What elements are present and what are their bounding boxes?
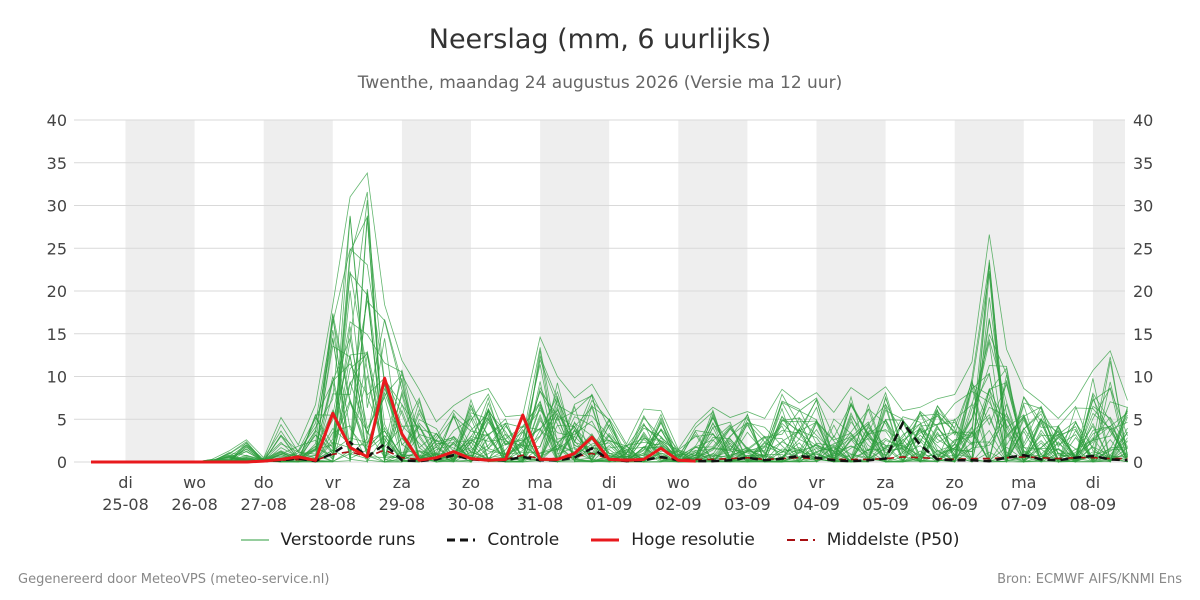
legend-item-members: Verstoorde runs [240, 530, 416, 550]
x-tick-day: ma [527, 473, 552, 492]
x-axis: di 25-08 wo 26-08 do 27-08 vr 28-08 za 29-08 zo 30-… [102, 473, 1116, 514]
x-tick-day: vr [808, 473, 824, 492]
footer-generated-by: Gegenereerd door MeteoVPS (meteo-service… [18, 572, 330, 587]
y-tick-label: 30 [47, 197, 67, 216]
x-tick-day: wo [183, 473, 206, 492]
x-tick-day: do [737, 473, 757, 492]
x-tick-date: 31-08 [517, 495, 564, 514]
x-tick-date: 29-08 [379, 495, 426, 514]
footer-source: Bron: ECMWF AIFS/KNMI Ens [997, 572, 1182, 587]
ensemble-member-line [91, 338, 1128, 463]
x-tick-date: 28-08 [310, 495, 357, 514]
x-tick-date: 06-09 [931, 495, 978, 514]
x-tick-day: di [602, 473, 617, 492]
y-tick-label: 0 [57, 453, 67, 472]
x-tick-date: 05-09 [862, 495, 909, 514]
legend-item-p50: Middelste (P50) [786, 530, 960, 550]
x-tick-day: ma [1011, 473, 1036, 492]
x-tick-date: 30-08 [448, 495, 495, 514]
x-tick-day: di [118, 473, 133, 492]
x-tick-date: 03-09 [724, 495, 771, 514]
legend-swatch-members [240, 539, 269, 541]
legend-label-control: Controle [487, 530, 560, 550]
x-tick-date: 07-09 [1001, 495, 1048, 514]
x-tick-date: 04-09 [793, 495, 840, 514]
legend-label-hires: Hoge resolutie [631, 530, 755, 550]
y-tick-label: 35 [1133, 154, 1153, 173]
legend: Verstoorde runs Controle Hoge resolutie … [0, 530, 1200, 550]
x-tick-date: 01-09 [586, 495, 633, 514]
x-tick-day: za [876, 473, 894, 492]
y-tick-label: 20 [1133, 282, 1153, 301]
x-tick-day: zo [946, 473, 964, 492]
y-tick-label: 15 [1133, 325, 1153, 344]
y-axis-left: 0 5 10 15 20 25 30 35 40 [47, 111, 67, 472]
legend-label-p50: Middelste (P50) [826, 530, 960, 550]
chart-subtitle: Twenthe, maandag 24 augustus 2026 (Versi… [357, 73, 843, 93]
legend-item-control: Controle [447, 530, 559, 550]
y-tick-label: 25 [47, 239, 67, 258]
x-tick-date: 02-09 [655, 495, 702, 514]
y-tick-label: 25 [1133, 239, 1153, 258]
y-tick-label: 5 [1133, 410, 1143, 429]
y-tick-label: 15 [47, 325, 67, 344]
y-tick-label: 40 [47, 111, 67, 130]
x-tick-date: 08-09 [1070, 495, 1117, 514]
x-tick-date: 26-08 [171, 495, 218, 514]
y-tick-label: 5 [57, 410, 67, 429]
y-tick-label: 40 [1133, 111, 1153, 130]
x-tick-day: za [393, 473, 411, 492]
legend-swatch-p50 [786, 539, 815, 541]
chart-title: Neerslag (mm, 6 uurlijks) [428, 24, 772, 55]
x-tick-day: wo [667, 473, 690, 492]
x-tick-date: 25-08 [102, 495, 149, 514]
y-axis-right: 0 5 10 15 20 25 30 35 40 [1133, 111, 1153, 472]
y-tick-label: 0 [1133, 453, 1143, 472]
legend-label-members: Verstoorde runs [280, 530, 416, 550]
x-tick-day: di [1086, 473, 1101, 492]
y-tick-label: 35 [47, 154, 67, 173]
y-tick-label: 20 [47, 282, 67, 301]
hires-line [91, 376, 696, 464]
x-tick-day: vr [325, 473, 341, 492]
y-tick-label: 10 [1133, 368, 1153, 387]
hires-series-line [91, 376, 696, 464]
y-tick-label: 30 [1133, 197, 1153, 216]
legend-swatch-hires [591, 538, 620, 542]
x-tick-day: do [254, 473, 274, 492]
x-tick-date: 27-08 [240, 495, 287, 514]
legend-item-hires: Hoge resolutie [591, 530, 755, 550]
y-tick-label: 10 [47, 368, 67, 387]
legend-swatch-control [447, 538, 476, 542]
x-tick-day: zo [462, 473, 480, 492]
